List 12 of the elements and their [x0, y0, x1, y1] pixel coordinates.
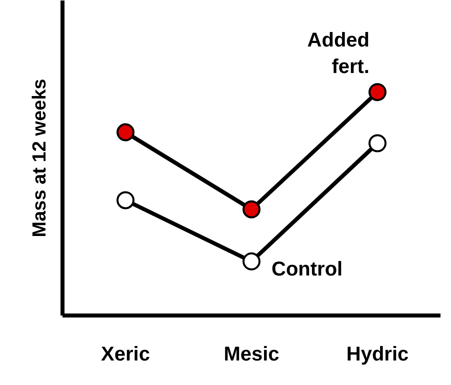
series-label: Added fert. — [307, 30, 370, 78]
point — [116, 191, 134, 210]
point — [242, 200, 260, 218]
x-tick-label: Mesic — [224, 344, 280, 366]
point — [368, 83, 386, 102]
series-label: Control — [272, 258, 343, 280]
x-tick-label: Xeric — [101, 344, 150, 366]
point — [116, 123, 134, 142]
point — [368, 134, 386, 152]
point — [242, 252, 260, 270]
y-axis-title: Mass at 12 weeks — [30, 78, 50, 238]
x-tick-label: Hydric — [346, 344, 409, 366]
